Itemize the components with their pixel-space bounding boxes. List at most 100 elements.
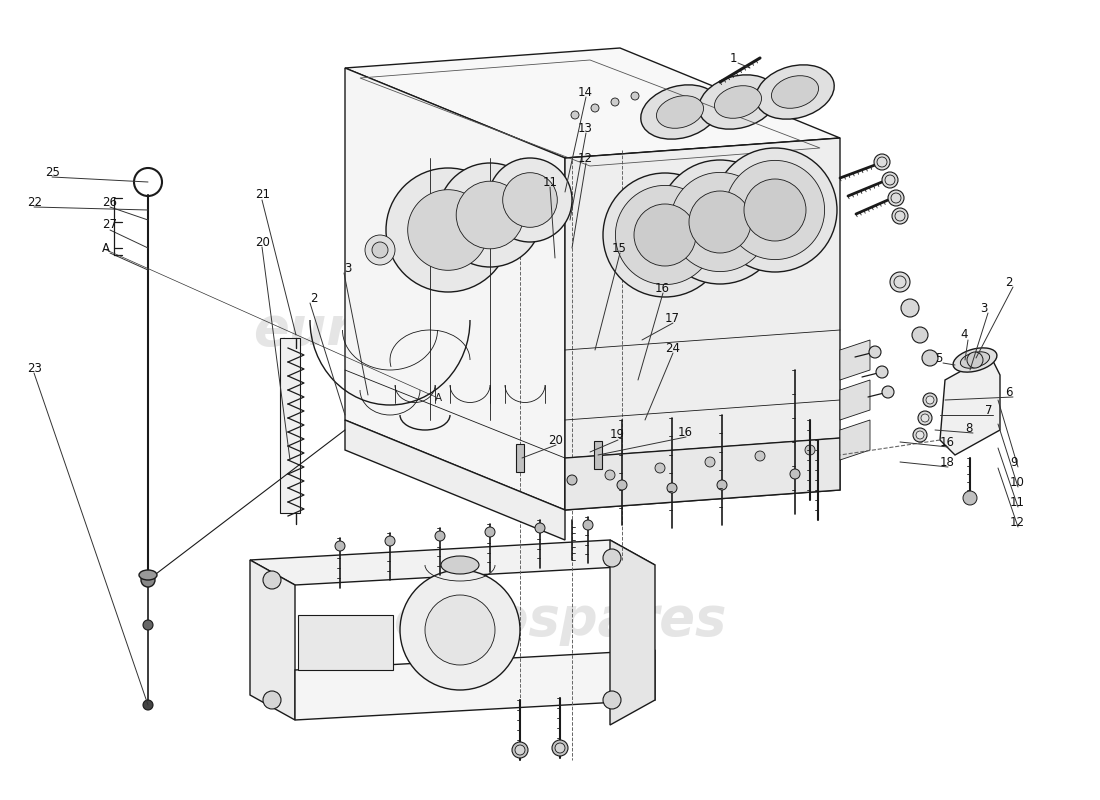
Ellipse shape [657,96,704,128]
Text: 19: 19 [610,429,625,442]
Polygon shape [940,355,1000,455]
Circle shape [670,172,770,272]
Circle shape [263,571,280,589]
Circle shape [485,527,495,537]
Polygon shape [565,138,840,510]
Text: 3: 3 [344,262,352,274]
Circle shape [634,204,696,266]
Text: 22: 22 [28,195,42,209]
Circle shape [386,168,510,292]
Circle shape [603,173,727,297]
Text: 3: 3 [980,302,988,314]
Circle shape [654,463,666,473]
Text: 26: 26 [102,195,117,209]
Circle shape [890,272,910,292]
Text: 16: 16 [654,282,670,294]
Circle shape [790,469,800,479]
Circle shape [488,158,572,242]
Text: 11: 11 [1010,495,1025,509]
Text: 11: 11 [543,175,558,189]
Text: 24: 24 [666,342,680,354]
Circle shape [583,520,593,530]
Circle shape [805,445,815,455]
Polygon shape [840,380,870,420]
Circle shape [713,148,837,272]
Circle shape [425,595,495,665]
Circle shape [503,173,558,227]
Circle shape [755,451,764,461]
Circle shape [874,154,890,170]
Circle shape [705,457,715,467]
Polygon shape [345,48,840,158]
Text: 12: 12 [578,151,593,165]
Circle shape [143,620,153,630]
Polygon shape [840,420,870,460]
Text: 14: 14 [578,86,593,98]
Circle shape [336,541,345,551]
Ellipse shape [441,556,478,574]
Bar [594,441,602,469]
Circle shape [617,480,627,490]
Circle shape [882,386,894,398]
Circle shape [515,745,525,755]
Circle shape [615,186,715,285]
Circle shape [552,740,568,756]
Text: 13: 13 [578,122,593,134]
Circle shape [603,691,622,709]
Circle shape [725,160,825,259]
Circle shape [556,743,565,753]
Text: 16: 16 [940,435,955,449]
Circle shape [512,742,528,758]
Ellipse shape [641,85,719,139]
Circle shape [591,104,600,112]
Polygon shape [250,560,295,720]
Circle shape [141,573,155,587]
Polygon shape [565,438,840,510]
Text: eurospares: eurospares [253,304,586,356]
Circle shape [901,299,918,317]
Circle shape [689,191,751,253]
Circle shape [912,327,928,343]
Circle shape [962,491,977,505]
Ellipse shape [715,86,761,118]
Ellipse shape [756,65,834,119]
Bar [280,338,300,513]
Text: 2: 2 [310,291,318,305]
Ellipse shape [771,76,818,108]
Text: 7: 7 [984,403,992,417]
Text: 16: 16 [678,426,693,438]
Circle shape [923,393,937,407]
Circle shape [408,190,488,270]
Circle shape [263,691,280,709]
Circle shape [456,182,524,249]
Circle shape [921,414,929,422]
Text: 18: 18 [940,455,955,469]
Polygon shape [610,540,654,725]
Text: A: A [434,393,441,403]
Circle shape [967,352,983,368]
Circle shape [631,92,639,100]
Text: 8: 8 [965,422,972,434]
Polygon shape [295,650,654,720]
Circle shape [869,346,881,358]
Text: 4: 4 [960,329,968,342]
Circle shape [566,475,578,485]
Circle shape [434,531,446,541]
Circle shape [888,190,904,206]
Ellipse shape [953,348,997,372]
Text: 21: 21 [255,189,270,202]
Polygon shape [345,420,565,540]
Bar [298,615,393,670]
Text: 2: 2 [1005,275,1012,289]
Circle shape [143,700,153,710]
Circle shape [892,208,907,224]
Circle shape [603,549,622,567]
Circle shape [667,483,676,493]
Text: 5: 5 [935,351,943,365]
Polygon shape [250,540,654,585]
Polygon shape [345,68,565,510]
Text: 15: 15 [612,242,627,254]
Circle shape [913,428,927,442]
Text: 27: 27 [102,218,117,231]
Text: 20: 20 [548,434,563,446]
